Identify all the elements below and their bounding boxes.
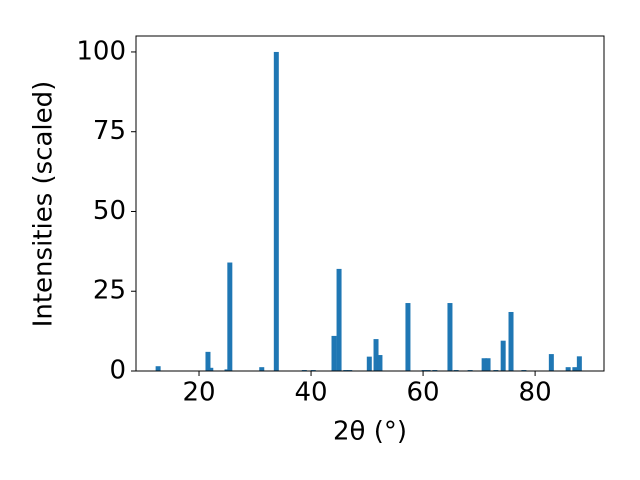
y-tick-label: 25 bbox=[93, 276, 126, 306]
bar bbox=[224, 369, 230, 371]
bar bbox=[205, 351, 211, 371]
bar bbox=[155, 366, 161, 371]
bar bbox=[405, 303, 411, 371]
x-tick-label: 60 bbox=[407, 378, 440, 408]
y-tick-label: 50 bbox=[93, 196, 126, 226]
x-tick-label: 40 bbox=[294, 378, 327, 408]
bar bbox=[227, 262, 233, 371]
bar bbox=[259, 367, 265, 371]
bar bbox=[565, 367, 571, 371]
bar bbox=[572, 367, 578, 371]
bar bbox=[500, 340, 506, 371]
x-tick-label: 80 bbox=[519, 378, 552, 408]
bar bbox=[481, 358, 487, 371]
bar bbox=[447, 303, 453, 371]
bar bbox=[273, 51, 279, 371]
x-axis-label: 2θ (°) bbox=[333, 417, 407, 447]
bar bbox=[576, 356, 582, 371]
bar bbox=[508, 311, 514, 371]
bar bbox=[548, 354, 554, 371]
y-tick-label: 100 bbox=[76, 36, 126, 66]
plot-frame bbox=[135, 35, 605, 372]
bar bbox=[373, 339, 379, 371]
bar bbox=[208, 367, 214, 371]
y-tick-label: 0 bbox=[109, 356, 126, 386]
bar bbox=[366, 356, 372, 371]
bar bbox=[377, 355, 383, 371]
y-axis-label: Intensities (scaled) bbox=[29, 81, 59, 328]
x-tick-label: 20 bbox=[182, 378, 215, 408]
bar bbox=[331, 335, 337, 371]
y-tick-label: 75 bbox=[93, 116, 126, 146]
bar bbox=[485, 358, 491, 371]
bar bbox=[336, 268, 342, 371]
